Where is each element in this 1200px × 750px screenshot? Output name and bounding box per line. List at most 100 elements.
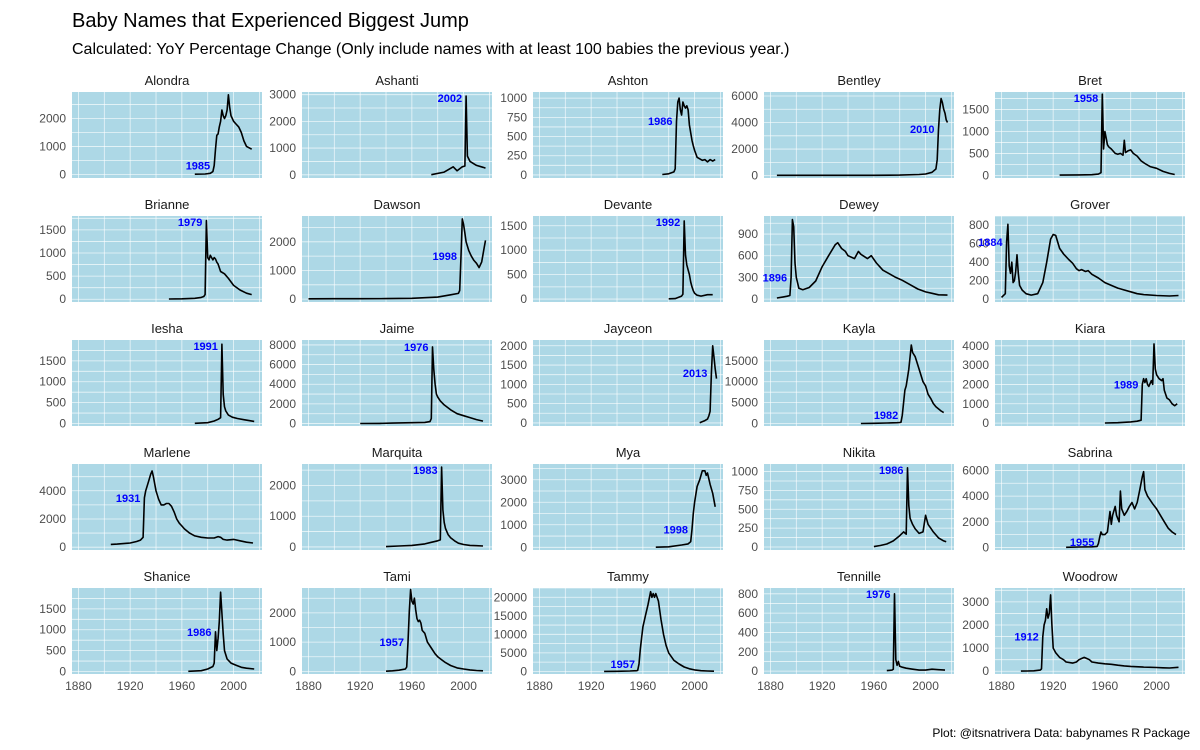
facet-title: Iesha <box>151 321 184 336</box>
jump-year-label: 2010 <box>910 124 934 136</box>
y-tick-label: 0 <box>59 167 66 181</box>
y-tick-label: 2000 <box>269 235 296 249</box>
jump-year-label: 1986 <box>187 627 211 639</box>
facet-title: Tammy <box>607 569 649 584</box>
series-line-devante <box>668 220 713 300</box>
y-tick-label: 6000 <box>269 358 296 372</box>
y-tick-label: 1500 <box>962 103 989 117</box>
x-tick-label: 1880 <box>988 679 1015 693</box>
y-tick-label: 600 <box>969 237 989 251</box>
panel-dawson: Dawson 0 1000 2000 1998 <box>269 197 492 306</box>
y-tick-label: 500 <box>507 130 527 144</box>
y-tick-label: 4000 <box>962 489 989 503</box>
panel-marlene: Marlene 0 2000 4000 1931 <box>39 445 262 554</box>
facet-panels: Alondra0100020001985Ashanti0100020003000… <box>39 73 1185 693</box>
y-tick-label: 1000 <box>269 141 296 155</box>
jump-year-label: 1957 <box>611 659 635 671</box>
y-tick-label: 1500 <box>39 223 66 237</box>
panel-tennille: Tennille 0 200 400 600 800 1880 1920 1960 2000 197… <box>738 569 954 693</box>
series-line-marquita <box>385 466 484 548</box>
facet-title: Ashton <box>608 73 648 88</box>
facet-title: Sabrina <box>1068 445 1114 460</box>
series-line-tami <box>385 588 484 672</box>
y-tick-label: 1000 <box>500 243 527 257</box>
panel-bret: Bret 0 500 1000 1500 1958 <box>962 73 1185 182</box>
y-tick-label: 8000 <box>269 338 296 352</box>
x-tick-label: 1920 <box>578 679 605 693</box>
y-tick-label: 400 <box>969 255 989 269</box>
jump-year-label: 2002 <box>438 93 462 105</box>
facet-title: Grover <box>1070 197 1110 212</box>
panel-grover: Grover 0 200 400 600 800 1884 <box>969 197 1185 306</box>
y-tick-label: 15000 <box>494 609 528 623</box>
y-tick-label: 0 <box>982 168 989 182</box>
x-tick-label: 1880 <box>526 679 553 693</box>
panel-dewey: Dewey 0 300 600 900 1896 <box>738 197 954 306</box>
y-tick-label: 15000 <box>725 354 759 368</box>
y-tick-label: 1000 <box>39 623 66 637</box>
series-line-ashton <box>662 97 716 176</box>
y-tick-label: 3000 <box>962 595 989 609</box>
series-line-grover <box>1000 223 1179 298</box>
y-tick-label: 5000 <box>500 646 527 660</box>
panel-tami: Tami 0 1000 2000 1880 1920 1960 2000 1957 <box>269 569 492 693</box>
y-tick-label: 2000 <box>39 512 66 526</box>
y-tick-label: 4000 <box>731 116 758 130</box>
y-tick-label: 2000 <box>269 397 296 411</box>
jump-year-label: 1982 <box>874 410 898 422</box>
series-line-woodrow <box>1020 594 1179 672</box>
y-tick-label: 4000 <box>269 377 296 391</box>
panel-ashton: Ashton 0 250 500 750 1000 1986 <box>500 73 723 182</box>
panel-jaime: Jaime 0 2000 4000 6000 8000 1976 <box>269 321 492 431</box>
jump-year-label: 1986 <box>879 465 903 477</box>
panel-sabrina: Sabrina 0 2000 4000 6000 1955 <box>962 445 1185 554</box>
facet-title: Marquita <box>372 445 423 460</box>
facet-title: Devante <box>604 197 652 212</box>
series-line-ashanti <box>431 95 486 176</box>
y-tick-label: 500 <box>46 644 66 658</box>
facet-title: Dewey <box>839 197 879 212</box>
y-tick-label: 250 <box>738 521 758 535</box>
series-line-shanice <box>188 591 255 673</box>
series-line-dewey <box>776 218 948 299</box>
series-line-brianne <box>168 219 252 300</box>
panel-background <box>995 464 1185 550</box>
x-tick-label: 1880 <box>295 679 322 693</box>
jump-year-label: 1955 <box>1070 537 1094 549</box>
y-tick-label: 2000 <box>39 112 66 126</box>
panel-marquita: Marquita 0 1000 2000 1983 <box>269 445 492 554</box>
panel-background <box>302 464 492 550</box>
panel-ashanti: Ashanti 0 1000 2000 3000 2002 <box>269 73 492 182</box>
series-line-mya <box>655 470 716 548</box>
y-tick-label: 500 <box>969 146 989 160</box>
facet-title: Dawson <box>374 197 421 212</box>
series-line-bret <box>1059 93 1175 176</box>
facet-title: Mya <box>616 445 641 460</box>
y-tick-label: 1000 <box>269 635 296 649</box>
jump-year-label: 1884 <box>978 237 1003 249</box>
y-tick-label: 0 <box>59 416 66 430</box>
y-tick-label: 750 <box>507 110 527 124</box>
panel-shanice: Shanice 0 500 1000 1500 1880 1920 1960 2000 1986 <box>39 569 262 693</box>
facet-title: Brianne <box>145 197 190 212</box>
x-tick-label: 2000 <box>220 679 247 693</box>
panel-alondra: Alondra 0 1000 2000 1985 <box>39 73 262 181</box>
panel-background <box>72 340 262 426</box>
facet-title: Marlene <box>144 445 191 460</box>
series-line-bentley <box>776 97 949 177</box>
chart-subtitle: Calculated: YoY Percentage Change (Only … <box>72 41 789 58</box>
panel-background <box>302 588 492 674</box>
panel-nikita: Nikita 0 250 500 750 1000 1986 <box>731 445 954 554</box>
y-tick-label: 2000 <box>962 377 989 391</box>
series-line-marlene <box>110 470 254 546</box>
panel-background <box>533 340 723 426</box>
y-tick-label: 500 <box>507 268 527 282</box>
y-tick-label: 0 <box>982 664 989 678</box>
panel-kayla: Kayla 0 5000 10000 15000 1982 <box>725 321 954 430</box>
y-tick-label: 0 <box>982 540 989 554</box>
y-tick-label: 500 <box>738 502 758 516</box>
y-tick-label: 2000 <box>269 114 296 128</box>
x-tick-label: 1960 <box>630 679 657 693</box>
series-line-jayceon <box>699 345 718 424</box>
y-tick-label: 0 <box>520 416 527 430</box>
